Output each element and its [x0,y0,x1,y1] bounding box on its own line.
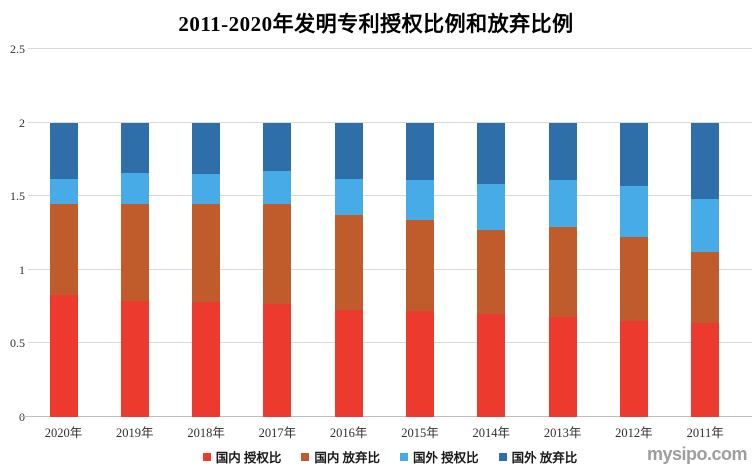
segment-domestic-grant-ratio [548,316,577,417]
gridline-1 [28,268,752,270]
x-tick-label-2012: 2012年 [615,426,653,440]
chart-title: 2011-2020年发明专利授权比例和放弃比例 [178,12,574,36]
segment-domestic-abandon-ratio [49,203,78,295]
segment-domestic-abandon-ratio [406,219,434,312]
bar-2012 [619,122,648,417]
legend-label: 国内 放弃比 [314,451,380,465]
y-tick-label-0.5: 0.5 [10,336,25,351]
legend-swatch-icon [202,452,211,461]
segment-domestic-grant-ratio [619,321,648,417]
bar-2016 [334,122,363,417]
segment-domestic-abandon-ratio [477,230,506,314]
x-axis-line [20,416,752,417]
segment-domestic-grant-ratio [120,300,149,417]
segment-foreign-abandon-ratio [49,122,78,179]
segment-foreign-grant-ratio [406,180,434,220]
legend-item-domestic-abandon-ratio: 国内 放弃比 [301,447,380,466]
bar-2020 [49,122,78,417]
legend-item-foreign-abandon-ratio: 国外 放弃比 [498,447,578,466]
segment-domestic-abandon-ratio [120,203,149,301]
bar-2017 [263,122,292,417]
x-tick-label-2013: 2013年 [543,426,582,440]
y-tick-label-1.5: 1.5 [10,189,25,204]
segment-foreign-abandon-ratio [192,122,221,175]
segment-foreign-grant-ratio [49,178,78,204]
segment-domestic-abandon-ratio [619,237,648,322]
segment-foreign-grant-ratio [477,184,506,231]
segment-domestic-abandon-ratio [548,227,577,317]
legend-item-foreign-grant-ratio: 国外 授权比 [400,447,479,466]
segment-domestic-abandon-ratio [263,203,292,304]
legend-item-domestic-grant-ratio: 国内 授权比 [202,447,282,466]
legend-swatch-icon [498,452,507,461]
gridline-1.5 [28,195,752,197]
segment-foreign-grant-ratio [334,178,363,216]
segment-domestic-grant-ratio [406,311,434,417]
segment-foreign-grant-ratio [120,172,149,204]
segment-foreign-abandon-ratio [691,122,720,200]
segment-foreign-grant-ratio [691,199,720,253]
legend-swatch-icon [400,452,408,461]
segment-foreign-abandon-ratio [619,122,648,186]
segment-foreign-abandon-ratio [477,122,506,185]
segment-domestic-grant-ratio [49,294,78,417]
bar-2015 [406,122,434,417]
segment-domestic-grant-ratio [691,322,720,417]
watermark: mysipo.com [646,444,748,464]
bar-2019 [120,122,149,417]
x-tick-label-2019: 2019年 [116,426,154,440]
x-axis-labels: 2020年 2019年 2018年 2017年 2016年 2015年 2014年 2013年… [28,422,752,440]
segment-domestic-grant-ratio [477,313,506,417]
segment-domestic-grant-ratio [334,309,363,417]
segment-foreign-abandon-ratio [406,122,434,181]
gridline-2 [28,121,752,123]
segment-foreign-abandon-ratio [334,122,363,179]
y-axis-labels: 0 0.5 1 1.5 2 2.5 [0,42,25,424]
segment-foreign-grant-ratio [548,180,577,228]
bar-2018 [192,122,221,417]
gridline-2.5 [28,48,752,49]
segment-domestic-grant-ratio [192,302,221,417]
segment-foreign-abandon-ratio [120,122,149,173]
legend: 国内 授权比 国内 放弃比 国外 授权比 国外 放弃比 [28,447,752,466]
segment-foreign-abandon-ratio [263,122,292,172]
legend-label: 国外 授权比 [413,451,479,465]
y-tick-label-0: 0 [19,410,25,424]
segment-domestic-abandon-ratio [192,203,221,303]
x-tick-label-2020: 2020年 [44,426,83,440]
x-tick-label-2014: 2014年 [472,426,511,440]
segment-domestic-abandon-ratio [334,215,363,310]
x-tick-label-2017: 2017年 [258,426,297,440]
segment-foreign-grant-ratio [619,185,648,238]
segment-foreign-abandon-ratio [548,122,577,181]
segment-foreign-grant-ratio [263,171,292,204]
y-tick-label-2.5: 2.5 [10,42,25,56]
bar-2011 [691,122,720,417]
x-tick-label-2016: 2016年 [329,426,368,440]
legend-label: 国内 授权比 [215,451,282,465]
x-tick-label-2018: 2018年 [187,426,225,440]
segment-domestic-grant-ratio [263,303,292,417]
legend-label: 国外 放弃比 [511,451,578,465]
bar-2014 [477,122,506,417]
x-tick-label-2015: 2015年 [401,426,439,440]
x-tick-label-2011: 2011年 [686,426,724,440]
bar-2013 [548,122,577,417]
y-tick-label-2: 2 [19,115,25,130]
segment-foreign-grant-ratio [192,174,221,204]
gridline-0.5 [28,342,752,344]
plot-area [20,48,752,417]
segment-domestic-abandon-ratio [691,252,720,323]
y-tick-label-1: 1 [19,262,25,277]
legend-swatch-icon [301,452,310,461]
